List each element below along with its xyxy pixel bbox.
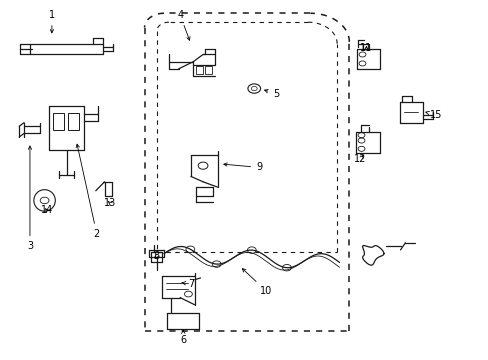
Text: 8: 8 xyxy=(153,251,160,261)
Text: 13: 13 xyxy=(104,198,116,208)
Text: 15: 15 xyxy=(425,110,441,120)
Text: 5: 5 xyxy=(264,89,279,99)
Bar xyxy=(53,113,64,130)
Text: 11: 11 xyxy=(360,43,372,53)
Text: 2: 2 xyxy=(76,144,100,239)
Bar xyxy=(204,66,211,74)
Text: 4: 4 xyxy=(177,10,189,40)
Text: 9: 9 xyxy=(224,162,262,172)
Text: 7: 7 xyxy=(182,279,194,289)
Text: 3: 3 xyxy=(27,146,33,251)
Text: 6: 6 xyxy=(180,330,186,345)
Text: 12: 12 xyxy=(354,154,366,164)
Text: 14: 14 xyxy=(41,206,53,216)
Text: 10: 10 xyxy=(242,269,272,296)
Text: 1: 1 xyxy=(49,10,55,33)
Bar xyxy=(68,113,79,130)
Bar xyxy=(195,66,203,74)
